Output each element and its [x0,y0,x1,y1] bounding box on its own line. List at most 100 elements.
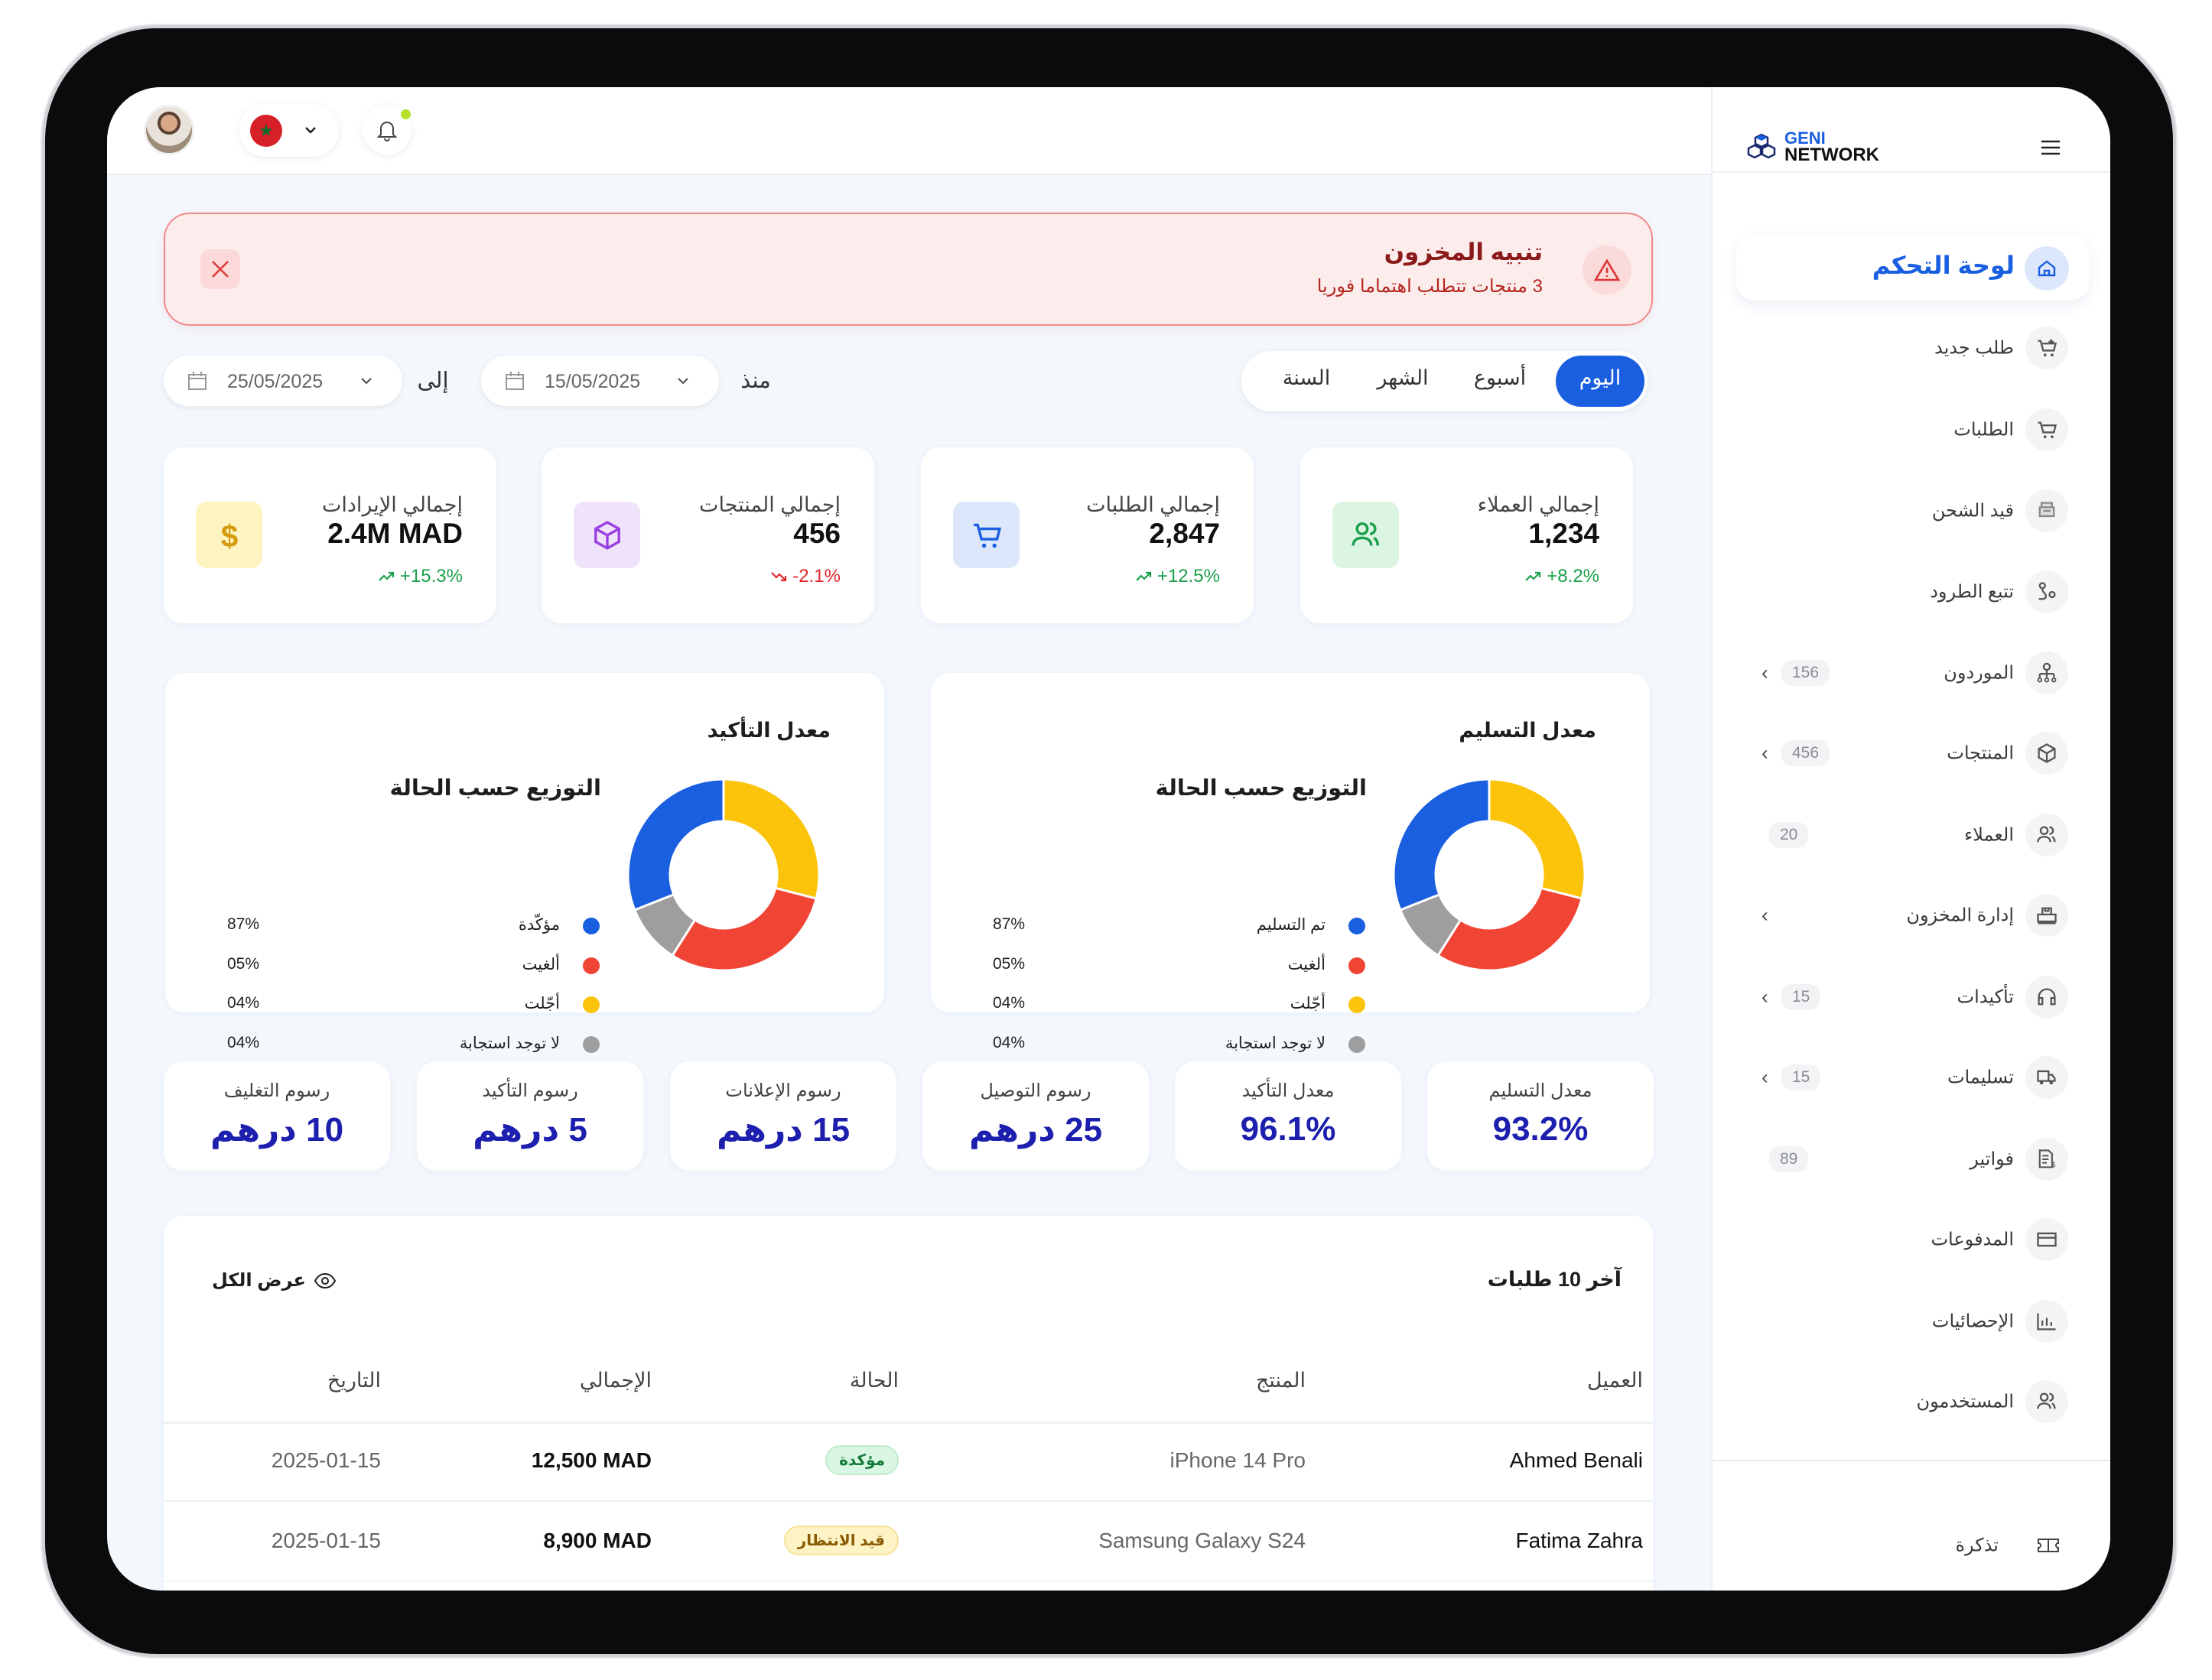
headset-icon [2038,988,2056,1006]
legend-percent: 04% [227,994,260,1012]
cell-total: 12,500 MAD [531,1448,652,1472]
delivery-rate-card: معدل التسليم التوزيع حسب الحالة تم التسل… [931,673,1650,1053]
sidebar-item-bar-chart[interactable]: الإحصائيات [1713,1291,2110,1352]
sidebar-item-label: الإحصائيات [1931,1311,2014,1332]
chevron-left-icon[interactable]: ‹ [1761,903,1768,927]
period-today-button[interactable] [1556,356,1644,407]
icon-container [2025,1380,2068,1423]
hamburger-menu-icon[interactable] [2040,139,2061,156]
bar-chart-icon [2037,1313,2056,1331]
brand-line1: GENI [1784,128,1826,148]
period-month-button[interactable]: الشهر [1377,366,1429,389]
donut-segment[interactable] [626,778,725,911]
close-alert-button[interactable] [200,249,240,289]
sidebar-item-dashboard[interactable]: لوحة التحكم [1736,236,2089,301]
sidebar-item-shipping[interactable]: قيد الشحن [1713,480,2110,541]
notifications-button[interactable] [363,106,411,154]
kpi-card: إجمالي العملاء 1,234 +8.2% [1300,447,1633,623]
trend-up-icon [1525,571,1541,581]
view-all-button[interactable]: عرض الكل [212,1269,337,1292]
row-divider [164,1500,1653,1502]
stat-value: 15 درهم [716,1111,851,1149]
sidebar-item-cart-plus[interactable]: طلب جديد [1713,317,2110,379]
kpi-value: 456 [793,518,841,549]
sidebar-item-users[interactable]: العملاء 20 [1713,804,2110,866]
user-avatar[interactable] [144,105,194,155]
kpi-card: إجمالي المنتجات 456 -2.1% [542,447,874,623]
kpi-change-value: -2.1% [792,566,841,587]
cell-customer: Ahmed Benali [1509,1448,1643,1472]
donut-segment[interactable] [1488,778,1586,900]
sidebar-item-label: تذكرة [1955,1535,1999,1556]
sidebar-item-headset[interactable]: تأكيدات 15 ‹ [1713,967,2110,1028]
sidebar-item-label: تتبع الطرود [1930,581,2014,603]
donut-segment[interactable] [670,886,818,972]
icon-container: $ [2025,1138,2068,1181]
route-icon [2038,582,2056,600]
cart-icon [973,523,1001,548]
confirmation-rate-card: معدل التأكيد التوزيع حسب الحالة مؤكّدة 8… [165,673,884,1053]
donut-segment[interactable] [1392,778,1491,911]
sidebar-item-route[interactable]: تتبع الطرود [1713,561,2110,622]
chevron-left-icon[interactable]: ‹ [1761,1065,1768,1089]
donut-segment[interactable] [722,778,821,900]
sidebar-item-cart[interactable]: الطلبات [1713,399,2110,460]
since-date-picker[interactable]: 15/05/2025 [481,356,719,406]
kpi-change: -2.1% [769,566,841,587]
to-date-picker[interactable]: 25/05/2025 [164,356,402,406]
kpi-change-value: +15.3% [399,566,463,587]
sidebar-item-truck[interactable]: تسليمات 15 ‹ [1713,1047,2110,1108]
count-badge: 156 [1781,660,1830,686]
invoice-icon: $ [2038,1149,2056,1169]
alert-message: 3 منتجات تتطلب اهتماما فوريا [1316,276,1543,297]
legend-item: مؤكّدة 87% [165,911,609,941]
legend-item: لا توجد استجابة 04% [165,1029,609,1060]
sidebar-item-label: قيد الشحن [1931,500,2014,522]
chevron-left-icon[interactable]: ‹ [1761,661,1768,684]
period-week-button[interactable]: أسبوع [1473,366,1527,389]
icon-container [2025,652,2068,694]
status-badge: مؤكدة [825,1445,899,1475]
notification-dot [401,109,411,119]
cell-date: 2025-01-15 [271,1529,381,1552]
table-row[interactable] [164,1501,1653,1581]
legend-label: مؤكّدة [518,916,560,934]
table-row[interactable] [164,1421,1653,1500]
calendar-icon [188,372,207,390]
icon-container [2025,327,2068,369]
chevron-left-icon[interactable]: ‹ [1761,741,1768,765]
sidebar-item-warehouse[interactable]: إدارة المخزون ‹ [1713,885,2110,946]
bell-icon [376,122,398,141]
sidebar-footer-divider [1713,1460,2110,1461]
chevron-down-icon [305,127,316,134]
sidebar-item-suppliers[interactable]: الموردون 156 ‹ [1713,642,2110,704]
trend-down-icon [771,572,787,582]
sidebar-item-box[interactable]: المنتجات 456 ‹ [1713,723,2110,784]
sidebar-item-ticket[interactable]: تذكرة [1713,1515,2110,1576]
legend-item: لا توجد استجابة 04% [931,1029,1374,1060]
sidebar: GENI NETWORK لوحة التحكم طلب جديد الطلبا… [1711,87,2110,1591]
sidebar-item-invoice[interactable]: $ فواتير 89 [1713,1129,2110,1190]
kpi-value: 2,847 [1149,518,1220,549]
view-all-label: عرض الكل [212,1270,306,1291]
language-selector[interactable]: ★ [239,104,339,157]
table-header-divider [164,1422,1653,1424]
chevron-left-icon[interactable]: ‹ [1761,985,1768,1009]
legend-label: أجّلت [1290,995,1326,1012]
legend-color-dot [583,957,600,974]
stat-card: رسوم التأكيد 5 درهم [417,1061,643,1171]
legend-item: ألغيت 05% [931,950,1374,981]
count-badge: 89 [1769,1146,1809,1172]
sidebar-item-users[interactable]: المستخدمون [1713,1371,2110,1432]
sidebar-item-card[interactable]: المدفوعات [1713,1209,2110,1270]
kpi-title: إجمالي الطلبات [1086,493,1220,516]
legend-item: تم التسليم 87% [931,911,1374,941]
period-year-button[interactable]: السنة [1282,366,1331,389]
donut-segment[interactable] [1436,886,1583,972]
warning-icon [1583,245,1631,294]
icon-container [2025,814,2068,856]
sidebar-item-label: لوحة التحكم [1872,252,2015,279]
legend-color-dot [1348,957,1365,974]
stat-label: رسوم التغليف [223,1080,330,1101]
status-badge: قيد الانتظار [783,1526,899,1555]
